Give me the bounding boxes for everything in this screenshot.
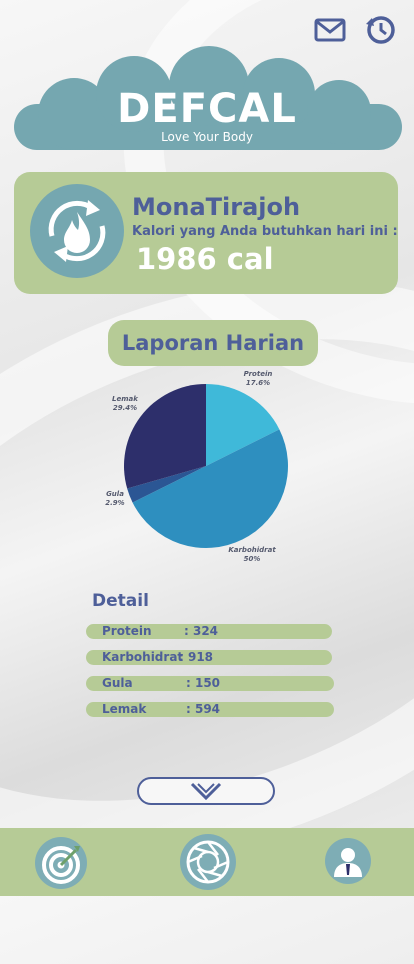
nav-target-button[interactable] [35,837,87,889]
profile-avatar [30,184,124,278]
history-button[interactable] [364,13,398,47]
pie-slice-lemak [124,384,206,489]
header-cloud [14,46,402,150]
brand-title: DEFCAL [117,86,297,132]
detail-title: Detail [92,591,149,611]
pie-label-lemak: Lemak [112,395,139,403]
nav-profile-button[interactable] [325,838,371,884]
detail-row-karbohidrat: Karbohidrat : 918 [86,650,332,665]
pie-slice-gula [127,466,206,503]
pie-slice-protein [206,384,280,466]
user-name: MonaTirajoh [132,193,301,221]
detail-label: Gula [102,676,133,690]
detail-value: : 324 [184,624,219,638]
camera-shutter-icon [186,840,230,884]
mail-icon [314,18,346,42]
flame-cycle-icon [48,200,106,262]
daily-report-title: Laporan Harian [108,320,318,366]
pie-percent-karbohidrat: 50% [244,555,261,563]
nav-scan-button[interactable] [180,834,236,890]
calorie-value: 1986 cal [136,242,274,276]
detail-label: Lemak [102,702,147,716]
calorie-label: Kalori yang Anda butuhkan hari ini : [132,224,398,239]
profile-icon [334,848,362,877]
detail-value: : 594 [186,702,221,716]
detail-row-lemak: Lemak : 594 [86,702,334,717]
detail-value: : 918 [179,650,214,664]
mail-button[interactable] [313,16,347,44]
pie-percent-lemak: 29.4% [113,404,137,412]
pie-percent-gula: 2.9% [105,499,124,507]
pie-label-karbohidrat: Karbohidrat [228,546,276,554]
pie-label-gula: Gula [106,490,124,498]
brand-subtitle: Love Your Body [161,130,253,144]
target-icon [42,846,80,884]
detail-row-protein: Protein : 324 [86,624,332,639]
chevron-down-icon [190,782,222,800]
expand-button[interactable] [137,777,275,805]
detail-label: Karbohidrat [102,650,184,664]
pie-slice-karbohidrat [132,429,288,548]
detail-label: Protein [102,624,152,638]
detail-value: : 150 [186,676,221,690]
history-icon [366,16,395,44]
detail-row-gula: Gula : 150 [86,676,334,691]
pie-label-protein: Protein [244,370,273,378]
daily-report-label: Laporan Harian [121,331,305,355]
pie-percent-protein: 17.6% [246,379,270,387]
